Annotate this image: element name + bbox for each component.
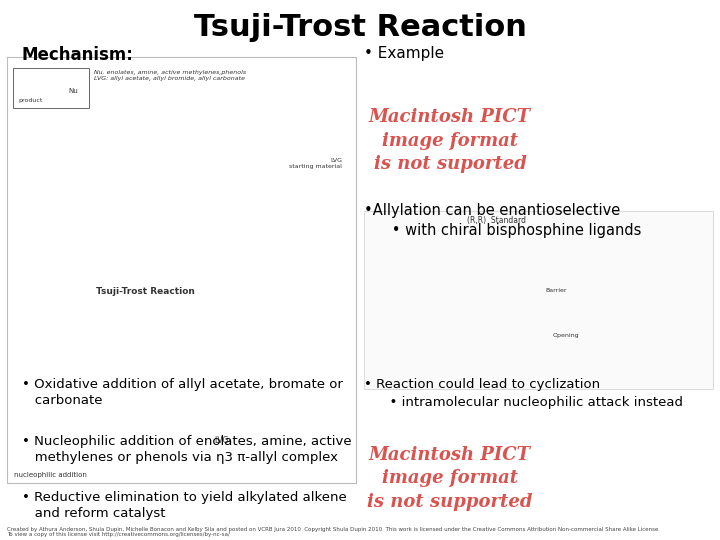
Text: Tsuji-Trost Reaction: Tsuji-Trost Reaction <box>194 14 526 43</box>
Text: • Reaction could lead to cyclization
      • intramolecular nucleophilic attack : • Reaction could lead to cyclization • i… <box>364 378 683 409</box>
Text: Mechanism:: Mechanism: <box>22 46 133 64</box>
Bar <box>7 57 356 483</box>
Bar <box>13 68 89 108</box>
Text: Created by Athura Anderson, Shula Dupin, Michelle Bonacon and Kelby Sila and pos: Created by Athura Anderson, Shula Dupin,… <box>7 526 659 537</box>
Text: Macintosh PICT
image format
is not suported: Macintosh PICT image format is not supor… <box>369 108 531 173</box>
Text: LVG
starting material: LVG starting material <box>289 158 342 168</box>
Text: Nu: Nu <box>68 89 78 94</box>
Text: • Nucleophilic addition of enolates, amine, active
   methylenes or phenols via : • Nucleophilic addition of enolates, ami… <box>22 435 351 464</box>
Text: product: product <box>18 98 42 103</box>
Text: LVG-: LVG- <box>215 436 232 444</box>
Text: • Reductive elimination to yield alkylated alkene
   and reform catalyst: • Reductive elimination to yield alkylat… <box>22 491 346 521</box>
Text: Barrier: Barrier <box>545 288 567 293</box>
Text: Nu. enolates, amine, active methylenes,phenols
LVG: allyl acetate, allyl bromide: Nu. enolates, amine, active methylenes,p… <box>94 70 246 81</box>
Text: • Example: • Example <box>364 46 444 61</box>
Bar <box>364 211 713 389</box>
Text: Macintosh PICT
image format
is not supported: Macintosh PICT image format is not suppo… <box>367 446 533 511</box>
Text: nucleophilic addition: nucleophilic addition <box>14 472 87 478</box>
Text: (R,R)  Standard: (R,R) Standard <box>467 216 526 225</box>
Text: • Oxidative addition of allyl acetate, bromate or
   carbonate: • Oxidative addition of allyl acetate, b… <box>22 378 343 407</box>
Text: Opening: Opening <box>553 333 580 338</box>
Text: Tsuji-Trost Reaction: Tsuji-Trost Reaction <box>96 287 195 296</box>
Text: •Allylation can be enantioselective
      • with chiral bisphosphine ligands: •Allylation can be enantioselective • wi… <box>364 202 641 239</box>
